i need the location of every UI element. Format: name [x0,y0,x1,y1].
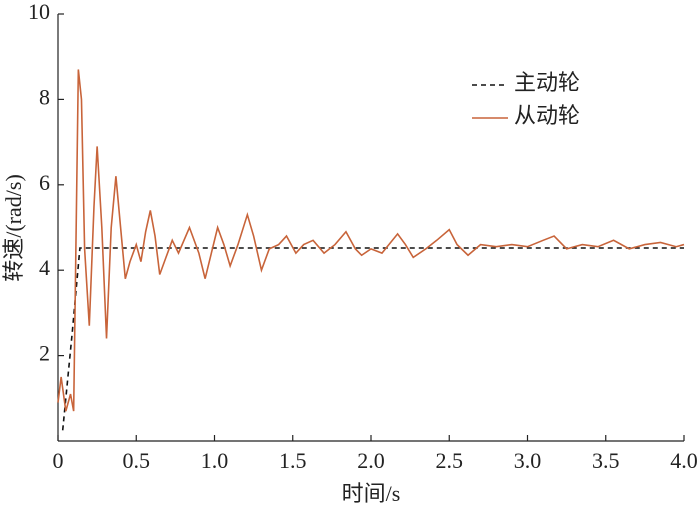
legend-label: 主动轮 [514,70,580,95]
x-axis-label: 时间/s [342,481,401,506]
series-line [57,69,685,412]
x-tick-label: 1.5 [279,448,307,473]
y-tick-label: 2 [39,341,50,366]
x-tick-label: 0 [53,448,64,473]
x-tick-label: 3.0 [514,448,542,473]
x-tick-label: 2.5 [436,448,464,473]
x-tick-label: 0.5 [123,448,151,473]
x-tick-label: 3.5 [592,448,620,473]
x-tick-label: 2.0 [357,448,385,473]
x-tick-label: 1.0 [201,448,229,473]
y-tick-label: 6 [39,170,50,195]
legend-label: 从动轮 [514,103,580,128]
y-tick-label: 10 [28,0,50,24]
y-axis-label: 转速/(rad/s) [1,174,26,282]
series-line [61,247,684,431]
x-tick-label: 4.0 [670,448,698,473]
y-tick-label: 8 [39,84,50,109]
y-tick-label: 4 [39,255,50,280]
